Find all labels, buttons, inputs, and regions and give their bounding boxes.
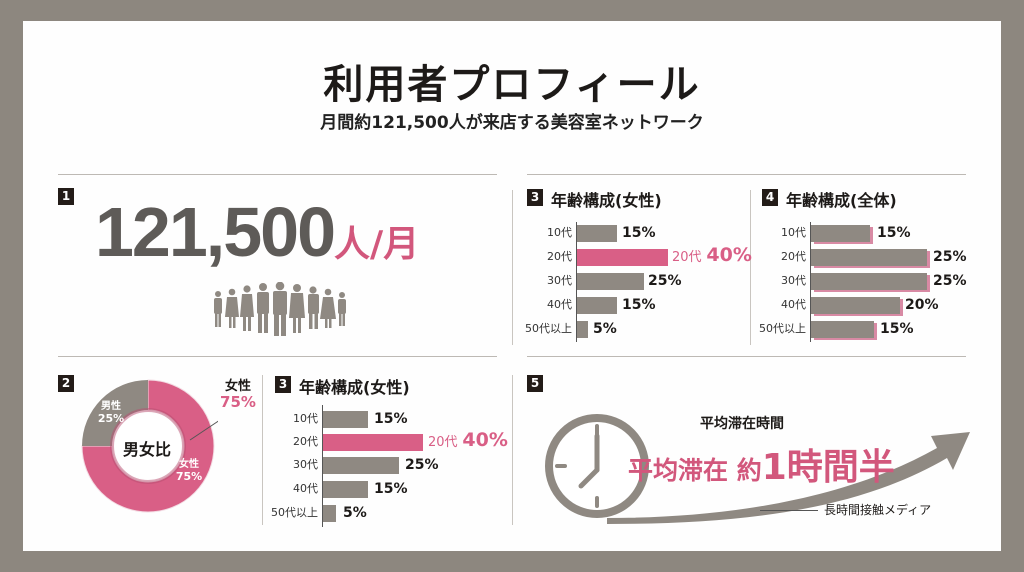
bar-label: 40代 — [781, 298, 806, 311]
page-title: 利用者プロフィール — [323, 62, 701, 108]
gender-donut-chart — [81, 379, 218, 513]
chart-axis — [810, 222, 811, 342]
bar-value: 15% — [374, 411, 408, 427]
dwell-headline-prefix: 平均滞在 約 — [628, 456, 762, 485]
footnote-rule — [760, 510, 818, 511]
bar-label: 50代以上 — [759, 322, 806, 335]
divider-top-right — [527, 174, 966, 175]
bar-label: 10代 — [547, 226, 572, 239]
clock-icon — [545, 414, 649, 518]
bar-value: 25% — [405, 457, 439, 473]
visitor-count: 121,500人/月 — [95, 192, 419, 272]
bar-20s — [811, 249, 927, 266]
divider-mid-right — [527, 356, 966, 357]
section-badge: 4 — [762, 189, 778, 206]
bar-value: 15% — [622, 225, 656, 241]
section-badge: 3 — [275, 376, 291, 393]
dwell-headline: 平均滞在 約1時間半 — [628, 438, 895, 490]
bar-label: 20代 — [293, 435, 318, 448]
bar-label: 30代 — [547, 274, 572, 287]
divider-top-left — [58, 174, 497, 175]
bar-value: 15% — [877, 225, 911, 241]
female-callout-value: 75% — [220, 393, 256, 411]
bar-label: 10代 — [293, 412, 318, 425]
bar-30s — [323, 457, 399, 474]
section-badge: 3 — [527, 189, 543, 206]
arrow-up-right-icon — [607, 432, 970, 524]
bar-50s-plus — [577, 321, 588, 338]
bar-label: 20代 — [547, 250, 572, 263]
bar-50s-plus — [323, 505, 336, 522]
divider-vertical-top-right — [750, 190, 751, 345]
bar-30s — [577, 273, 644, 290]
divider-vertical-top — [512, 190, 513, 345]
dwell-footnote: 長時間接触メディア — [824, 503, 932, 517]
section-badge: 1 — [58, 188, 74, 205]
page-subtitle: 月間約121,500人が来店する美容室ネットワーク — [320, 113, 704, 133]
bar-value: 20% — [905, 297, 939, 313]
bar-value: 25% — [933, 249, 967, 265]
bar-value: 15% — [880, 321, 914, 337]
bar-20s-highlight — [577, 249, 668, 266]
section-title: 年齢構成(女性) — [551, 191, 662, 210]
bar-40s — [577, 297, 617, 314]
bar-10s — [811, 225, 870, 242]
divider-vertical-bottom-left — [262, 375, 263, 525]
bar-50s-plus — [811, 321, 874, 338]
bar-value-highlight: 20代 40% — [672, 244, 752, 266]
bar-10s — [323, 411, 368, 428]
dwell-caption: 平均滞在時間 — [700, 416, 784, 432]
dwell-headline-main: 1時間半 — [761, 447, 895, 488]
bar-label: 50代以上 — [271, 506, 318, 519]
visitor-number: 121,500 — [95, 193, 336, 271]
bar-label: 10代 — [781, 226, 806, 239]
bar-value: 25% — [648, 273, 682, 289]
bar-label: 40代 — [547, 298, 572, 311]
section-badge: 2 — [58, 375, 74, 392]
bar-20s-highlight — [323, 434, 423, 451]
bar-10s — [577, 225, 617, 242]
bar-label: 30代 — [293, 458, 318, 471]
section-badge: 5 — [527, 375, 543, 392]
bar-30s — [811, 273, 927, 290]
people-crowd-icon — [214, 282, 346, 336]
female-callout-label: 女性 — [224, 379, 251, 394]
divider-vertical-bottom — [512, 375, 513, 525]
bar-value: 15% — [374, 481, 408, 497]
visitor-unit: 人/月 — [334, 224, 420, 265]
bar-label: 40代 — [293, 482, 318, 495]
chart-axis — [576, 222, 577, 342]
section-title: 年齢構成(女性) — [299, 378, 410, 397]
bar-value: 25% — [933, 273, 967, 289]
chart-axis — [322, 405, 323, 527]
bar-label: 20代 — [781, 250, 806, 263]
bar-40s — [811, 297, 900, 314]
divider-mid-left — [58, 356, 497, 357]
clock-arrow-graphic — [545, 414, 970, 524]
section-title: 年齢構成(全体) — [786, 191, 897, 210]
bar-value: 5% — [343, 505, 367, 521]
bar-value: 5% — [593, 321, 617, 337]
donut-center-label: 男女比 — [123, 440, 172, 459]
female-segment-label: 女性 75% — [175, 459, 203, 483]
bar-value: 15% — [622, 297, 656, 313]
bar-40s — [323, 481, 368, 498]
bar-label: 50代以上 — [525, 322, 572, 335]
bar-label: 30代 — [781, 274, 806, 287]
bar-value-highlight: 20代 40% — [428, 429, 508, 451]
male-segment-label: 男性 25% — [97, 401, 125, 425]
